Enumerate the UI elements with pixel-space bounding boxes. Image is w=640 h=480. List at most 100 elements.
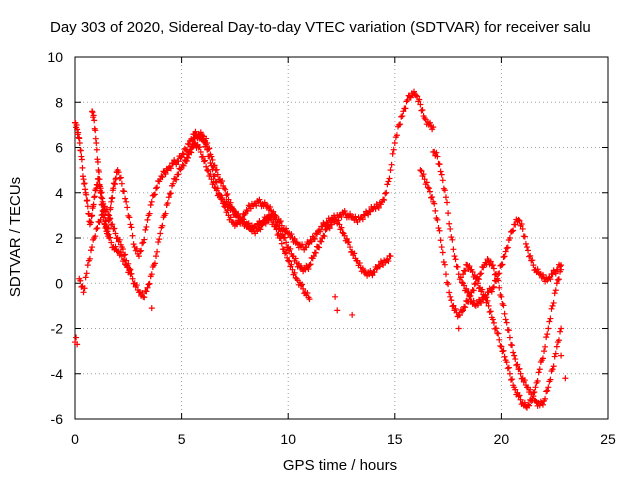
data-point — [347, 244, 354, 251]
data-point — [439, 177, 446, 184]
data-point — [93, 225, 100, 232]
data-point — [356, 260, 363, 267]
data-point — [81, 180, 88, 187]
data-point — [399, 113, 406, 120]
data-point-isolated — [332, 293, 339, 300]
data-point — [535, 369, 542, 376]
data-point — [546, 318, 553, 325]
data-point — [516, 392, 523, 399]
data-point — [311, 236, 318, 243]
data-point — [529, 257, 536, 264]
data-point — [139, 289, 146, 296]
data-point — [528, 397, 535, 404]
data-point — [283, 225, 290, 232]
data-point — [425, 185, 432, 192]
data-point — [261, 199, 268, 206]
data-point — [462, 268, 469, 275]
data-point-isolated — [148, 305, 155, 312]
data-point — [461, 282, 468, 289]
data-point — [341, 207, 348, 214]
data-point — [90, 201, 97, 208]
data-point — [184, 154, 191, 161]
data-point — [141, 294, 148, 301]
data-point — [76, 139, 83, 146]
data-point — [287, 245, 294, 252]
data-point — [86, 255, 93, 262]
data-point — [511, 352, 518, 359]
data-point — [532, 384, 539, 391]
data-point — [278, 240, 285, 247]
data-point — [381, 196, 388, 203]
data-point — [188, 149, 195, 156]
data-point — [492, 325, 499, 332]
data-point — [179, 161, 186, 168]
data-point — [541, 348, 548, 355]
data-point — [463, 285, 470, 292]
data-point — [116, 175, 123, 182]
data-point — [92, 233, 99, 240]
data-point — [105, 211, 112, 218]
data-point — [180, 162, 187, 169]
data-point — [403, 98, 410, 105]
data-point — [119, 246, 126, 253]
data-point — [446, 220, 453, 227]
data-point — [196, 144, 203, 151]
data-point — [191, 139, 198, 146]
data-point — [385, 178, 392, 185]
data-point — [313, 231, 320, 238]
data-point — [306, 262, 313, 269]
data-point — [81, 285, 88, 292]
data-point — [338, 224, 345, 231]
data-point — [366, 207, 373, 214]
data-point — [256, 196, 263, 203]
data-point — [448, 297, 455, 304]
data-point — [318, 238, 325, 245]
data-point — [473, 275, 480, 282]
data-point — [436, 161, 443, 168]
data-point — [200, 138, 207, 145]
data-point — [467, 292, 474, 299]
data-point — [144, 216, 151, 223]
data-point — [509, 376, 516, 383]
data-point — [474, 280, 481, 287]
data-point — [141, 236, 148, 243]
data-point — [521, 377, 528, 384]
data-point — [305, 240, 312, 247]
data-point — [531, 389, 538, 396]
data-point — [525, 401, 532, 408]
data-point — [488, 288, 495, 295]
data-point — [500, 302, 507, 309]
data-point — [501, 253, 508, 260]
data-point — [84, 197, 91, 204]
y-tick-label: -6 — [51, 411, 64, 427]
data-point — [503, 319, 510, 326]
data-point — [312, 249, 319, 256]
data-point — [388, 161, 395, 168]
data-point — [495, 277, 502, 284]
data-point — [525, 247, 532, 254]
data-point — [300, 285, 307, 292]
data-point — [166, 190, 173, 197]
data-point — [306, 296, 313, 303]
data-point — [414, 93, 421, 100]
x-tick-label: 25 — [600, 431, 616, 447]
data-point — [446, 289, 453, 296]
data-point — [204, 167, 211, 174]
data-point — [283, 239, 290, 246]
y-tick-label: 2 — [55, 230, 63, 246]
data-point — [112, 230, 119, 237]
data-point — [322, 226, 329, 233]
data-point — [78, 156, 85, 163]
y-tick-label: 0 — [55, 275, 63, 291]
data-point — [547, 276, 554, 283]
data-point — [441, 261, 448, 268]
data-point — [435, 225, 442, 232]
data-point — [146, 280, 153, 287]
data-point — [452, 256, 459, 263]
data-point — [437, 237, 444, 244]
data-point — [223, 192, 230, 199]
data-point — [94, 158, 101, 165]
data-point — [393, 132, 400, 139]
data-point — [297, 282, 304, 289]
data-point — [515, 216, 522, 223]
